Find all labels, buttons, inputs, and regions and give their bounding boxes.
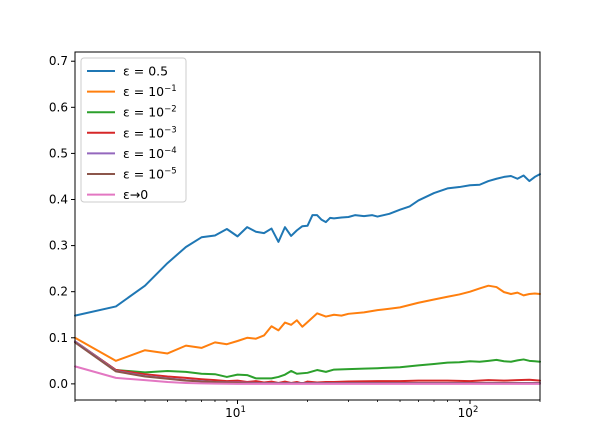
series-line-2 — [74, 340, 541, 380]
legend-label-exponent: −2 — [164, 105, 177, 115]
y-axis: 0.0 0.1 0.2 0.3 0.4 0.5 0.6 0.7 — [49, 54, 75, 391]
y-tick-label: 0.6 — [49, 100, 68, 114]
legend-label-base: 0.5 — [148, 64, 168, 79]
x-tick-label-exponent: 2 — [473, 405, 478, 415]
y-tick-label: 0.1 — [49, 331, 68, 345]
y-tick-label: 0.2 — [49, 285, 68, 299]
x-axis: 101 102 — [74, 400, 541, 420]
legend-label: ε = 0.5 — [123, 64, 168, 79]
legend-label-prefix: ε = — [123, 105, 148, 120]
legend-label-prefix: ε = — [123, 146, 148, 161]
y-tick-label: 0.3 — [49, 239, 68, 253]
legend-label-prefix: ε→0 — [123, 187, 148, 202]
legend-label: ε = 10−1 — [123, 84, 177, 99]
legend-label-exponent: −1 — [164, 84, 177, 94]
y-tick-label: 0.5 — [49, 146, 68, 160]
legend-label: ε = 10−4 — [123, 146, 177, 161]
legend-label-exponent: −4 — [164, 146, 177, 156]
y-tick-label: 0.4 — [49, 192, 68, 206]
x-tick-label: 102 — [458, 405, 479, 420]
x-tick-label-base: 10 — [225, 406, 240, 420]
legend-label-base: 10 — [148, 146, 164, 161]
legend-label-prefix: ε = — [123, 84, 148, 99]
legend-label: ε = 10−2 — [123, 105, 177, 120]
legend-label: ε = 10−5 — [123, 167, 177, 182]
y-tick-label: 0.7 — [49, 54, 68, 68]
legend-box — [80, 57, 187, 203]
legend-label-exponent: −5 — [164, 167, 177, 177]
series-line-1 — [74, 284, 541, 362]
legend-label-base: 10 — [148, 167, 164, 182]
legend-label-prefix: ε = — [123, 125, 148, 140]
y-tick-label: 0.0 — [49, 377, 68, 391]
x-tick-label-base: 10 — [458, 406, 473, 420]
series-line-0 — [74, 173, 541, 317]
legend-label: ε = 10−3 — [123, 125, 177, 140]
legend-label: ε→0 — [123, 187, 148, 202]
legend-label-exponent: −3 — [164, 125, 177, 135]
legend-label-base: 10 — [148, 105, 164, 120]
x-tick-label: 101 — [225, 405, 246, 420]
legend-label-base: 10 — [148, 125, 164, 140]
series-layer — [74, 173, 541, 385]
legend: ε = 0.5ε = 10−1ε = 10−2ε = 10−3ε = 10−4ε… — [80, 57, 187, 203]
legend-label-prefix: ε = — [123, 64, 148, 79]
series-line-6 — [74, 365, 541, 385]
x-tick-label-exponent: 1 — [240, 405, 245, 415]
legend-label-prefix: ε = — [123, 167, 148, 182]
legend-label-base: 10 — [148, 84, 164, 99]
